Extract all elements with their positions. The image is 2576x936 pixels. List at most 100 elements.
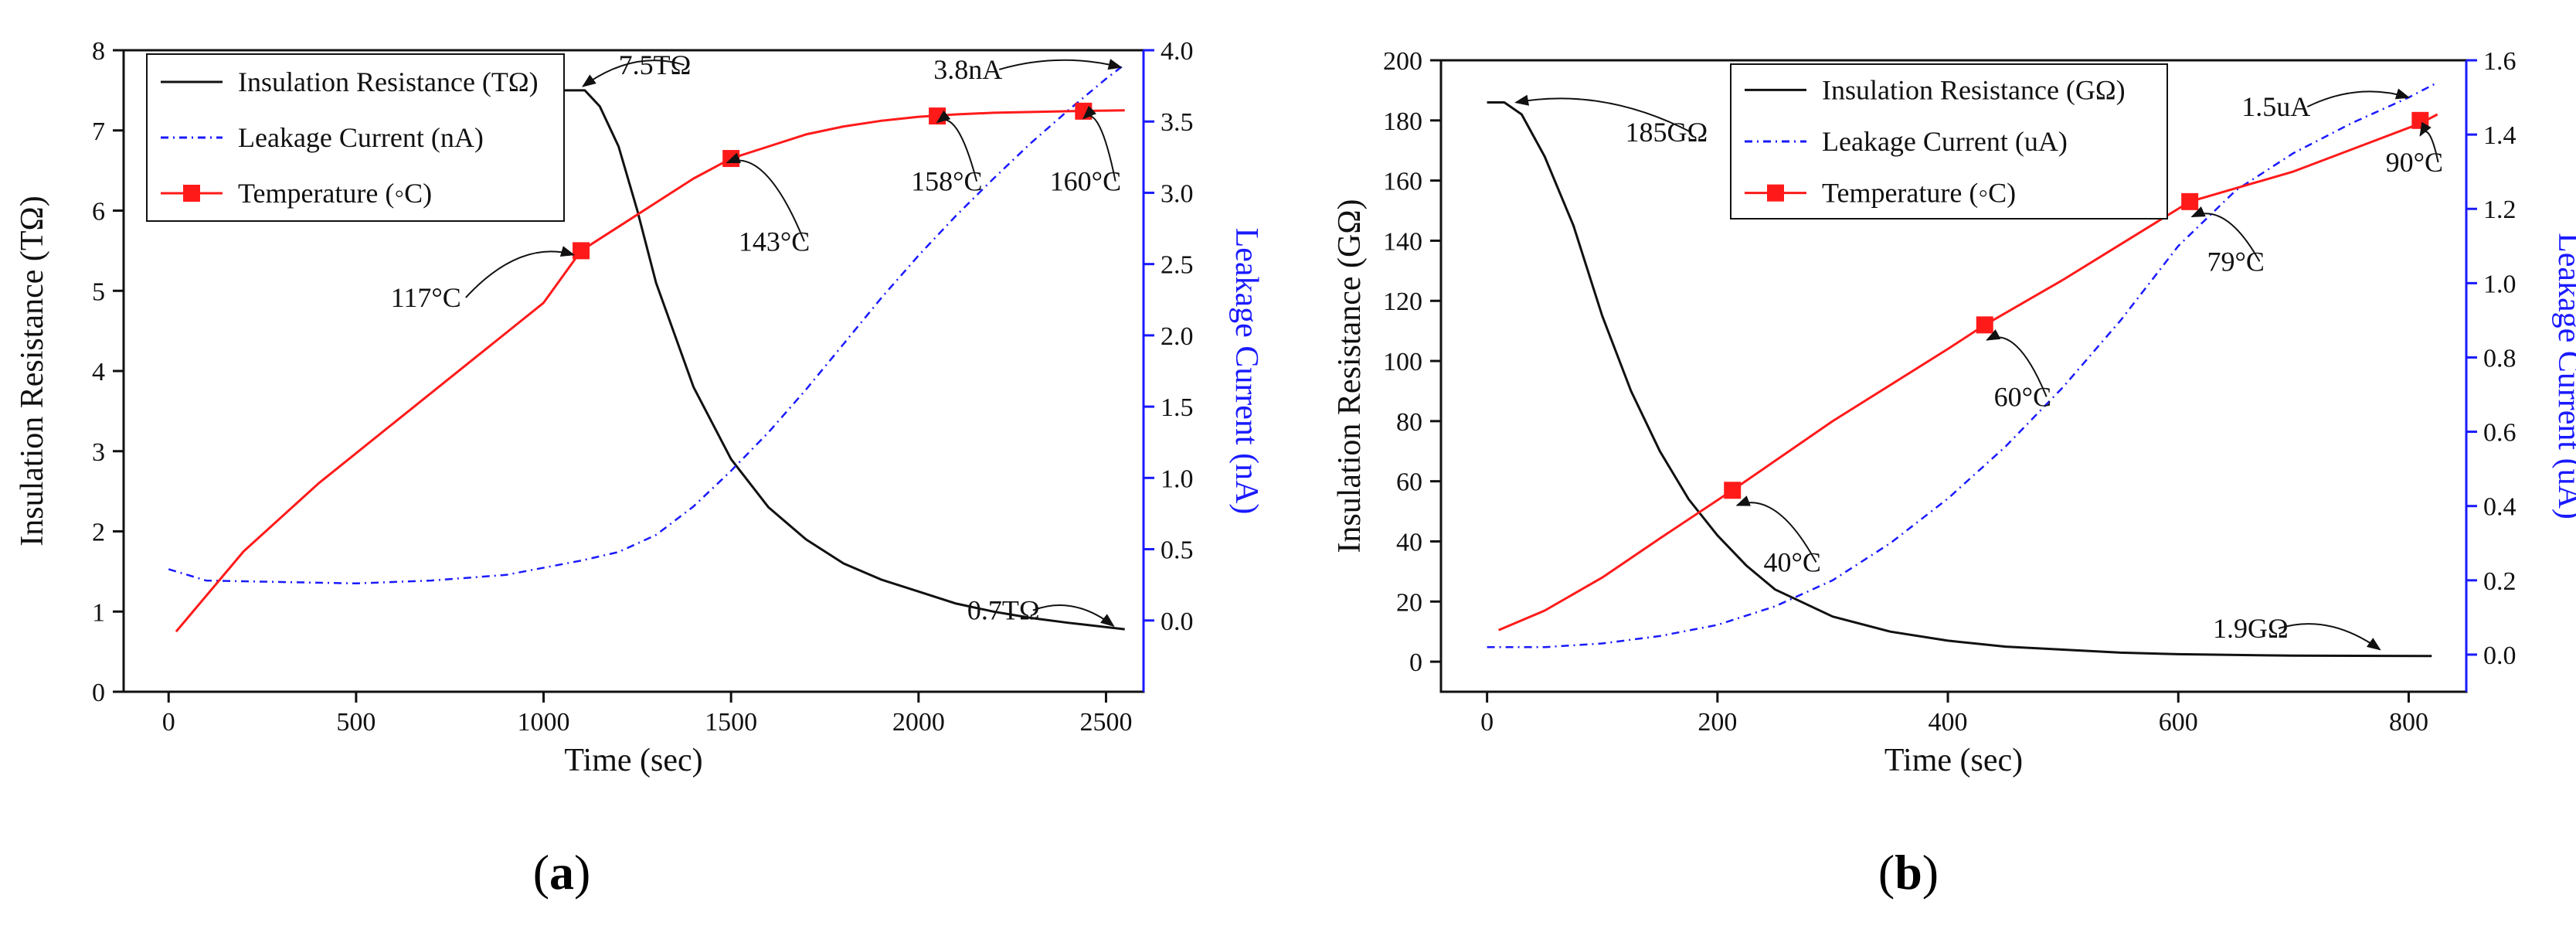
y-tick-label: 200 (1383, 47, 1422, 76)
y2-axis-label: Leakage Current (nA) (1229, 228, 1264, 515)
annotation-arrow (1082, 105, 1116, 182)
temperature-marker (1724, 482, 1742, 499)
y-tick-label: 2 (92, 519, 105, 547)
y2-tick-label: 3.0 (1161, 179, 1194, 208)
x-tick-label: 800 (2389, 708, 2428, 737)
y-tick-label: 1 (92, 598, 105, 627)
annotation-label: 3.8nA (933, 54, 1002, 85)
annotation-arrow (582, 60, 685, 87)
y2-tick-label: 0.0 (2483, 642, 2517, 670)
chart-panel-b: 0 200 400 600 800 0 20 40 60 80 100 120 140 160 180 200… (1332, 47, 2576, 900)
y-tick-label: 60 (1396, 468, 1422, 497)
temperature-marker (573, 242, 590, 260)
annotation-label: 7.5TΩ (619, 49, 692, 80)
annotation-label: 90°C (2386, 147, 2443, 178)
y2-tick-label: 1.5 (1161, 393, 1194, 422)
panel-label-letter: b (1895, 845, 1922, 900)
annotation-label: 60°C (1994, 381, 2051, 412)
y-tick-label: 160 (1383, 168, 1422, 196)
x-axis-label: Time (sec) (564, 743, 702, 778)
y-tick-label: 5 (92, 277, 105, 306)
y-tick-label: 100 (1383, 348, 1422, 376)
legend-label-current: Leakage Current (uA) (1822, 126, 2068, 157)
annotation-arrow (2190, 206, 2261, 262)
panel-label-paren-close: ) (1922, 845, 1939, 900)
y2-tick-label: 1.2 (2483, 196, 2517, 224)
series-temperature-line (1498, 113, 2438, 631)
temperature-marker (1075, 102, 1093, 120)
legend-label-resistance: Insulation Resistance (GΩ) (1822, 74, 2126, 105)
y2-tick-label: 0.2 (2483, 567, 2517, 596)
y-tick-label: 6 (92, 198, 105, 226)
x-tick-label: 1500 (705, 708, 757, 737)
y-tick-label: 3 (92, 438, 105, 467)
annotation-arrow (2419, 121, 2439, 163)
legend-label-resistance: Insulation Resistance (TΩ) (238, 66, 539, 97)
x-tick-label: 600 (2159, 708, 2198, 737)
x-axis-label: Time (sec) (1884, 743, 2023, 778)
legend-marker-temperature (183, 185, 200, 202)
annotation-label: 185GΩ (1626, 117, 1708, 148)
annotation-arrow (726, 152, 805, 242)
annotation-arrow (936, 110, 978, 182)
annotation-label: 1.5uA (2241, 91, 2310, 122)
legend-label-temperature: Temperature (◦C) (1822, 178, 2016, 209)
y2-tick-label: 0.5 (1161, 536, 1194, 565)
y2-tick-label: 4.0 (1161, 37, 1194, 66)
annotation-arrow (1986, 328, 2048, 397)
x-tick-label: 0 (1480, 708, 1494, 737)
y-tick-label: 7 (92, 117, 105, 146)
panel-label-letter: a (549, 845, 574, 900)
temperature-marker (2181, 192, 2199, 210)
y-tick-label: 80 (1396, 408, 1422, 437)
y2-tick-label: 0.8 (2483, 344, 2517, 373)
x-tick-label: 2500 (1079, 708, 1132, 737)
y-tick-label: 0 (1409, 648, 1422, 677)
x-tick-label: 0 (162, 708, 175, 737)
annotation-arrow (1032, 604, 1115, 627)
annotation-arrow (1514, 94, 1692, 133)
y2-tick-label: 0.0 (1161, 608, 1194, 636)
y2-tick-label: 0.4 (2483, 493, 2517, 522)
annotation-arrow (2306, 88, 2411, 107)
series-current-line (168, 63, 1126, 585)
panel-label-paren-open: ( (533, 845, 549, 900)
legend-label-current: Leakage Current (nA) (238, 122, 484, 153)
panel-label-paren-close: ) (574, 845, 590, 900)
annotation-label: 0.7TΩ (967, 595, 1040, 626)
y2-tick-label: 0.6 (2483, 419, 2517, 448)
y2-tick-label: 1.6 (2483, 47, 2517, 76)
annotation-arrow (465, 246, 576, 298)
annotation-arrow (998, 59, 1123, 70)
annotation-arrow (1735, 495, 1817, 563)
y2-tick-label: 2.0 (1161, 322, 1194, 351)
x-tick-label: 2000 (892, 708, 945, 737)
y-tick-label: 0 (92, 679, 105, 707)
series-resistance-line (1487, 101, 2432, 658)
legend-marker-temperature (1767, 184, 1784, 202)
legend-label-temperature: Temperature (◦C) (238, 178, 432, 209)
annotation-label: 1.9GΩ (2213, 613, 2289, 644)
annotation-label: 160°C (1050, 166, 1121, 197)
annotation-label: 117°C (391, 282, 461, 313)
x-tick-label: 1000 (518, 708, 570, 737)
y-axis-label: Insulation Resistance (GΩ) (1332, 199, 1368, 553)
temperature-marker (2411, 111, 2429, 129)
y-tick-label: 140 (1383, 227, 1422, 256)
x-tick-label: 200 (1698, 708, 1737, 737)
y2-tick-label: 1.0 (2483, 270, 2517, 298)
panel-label-paren-open: ( (1878, 845, 1895, 900)
y-tick-label: 40 (1396, 528, 1422, 556)
y-tick-label: 180 (1383, 107, 1422, 136)
y2-tick-label: 2.5 (1161, 251, 1194, 280)
y-tick-label: 120 (1383, 288, 1422, 316)
y2-tick-label: 1.4 (2483, 121, 2517, 150)
y-tick-label: 20 (1396, 588, 1422, 617)
y2-axis-label: Leakage Current (uA) (2551, 233, 2576, 519)
series-resistance-line (168, 89, 1125, 631)
annotation-label: 79°C (2207, 246, 2265, 277)
chart-panel-a: 0 500 1000 1500 2000 2500 0 1 2 3 4 5 6 7 8 0.0 0.5 1.0 1.… (15, 37, 1264, 900)
y2-tick-label: 3.5 (1161, 108, 1194, 137)
x-tick-label: 400 (1929, 708, 1968, 737)
